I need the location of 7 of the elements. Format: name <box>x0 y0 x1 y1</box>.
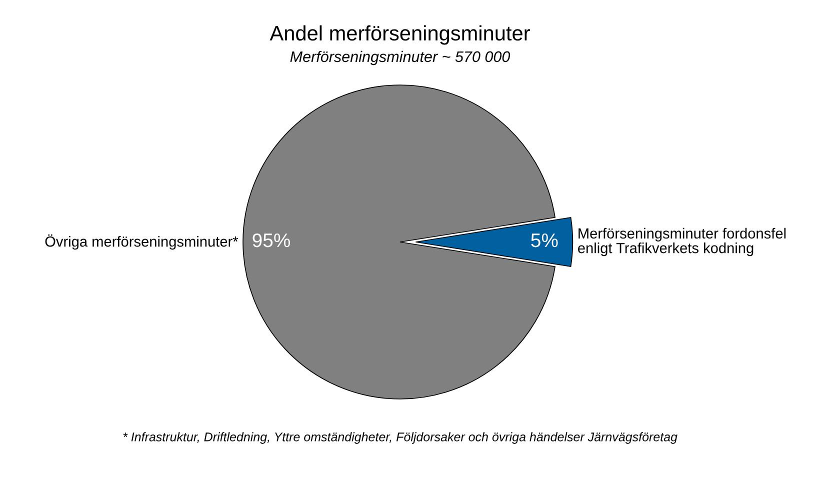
chart-title: Andel merförseningsminuter <box>270 25 530 45</box>
text: * Infrastruktur, Driftledning, Yttre omständigheter, Följdorsaker och övriga händelser Järnvägsföretag <box>123 432 678 444</box>
slice-label: Övriga merförseningsminuter* <box>45 234 238 250</box>
data-label: 95% <box>252 233 290 248</box>
slice-label: Merförseningsminuter fordonsfel enligt Trafikverkets kodning <box>578 228 786 256</box>
data-label: 5% <box>531 234 558 248</box>
chart-subtitle: Merförseningsminuter ~ 570 000 <box>290 50 510 66</box>
